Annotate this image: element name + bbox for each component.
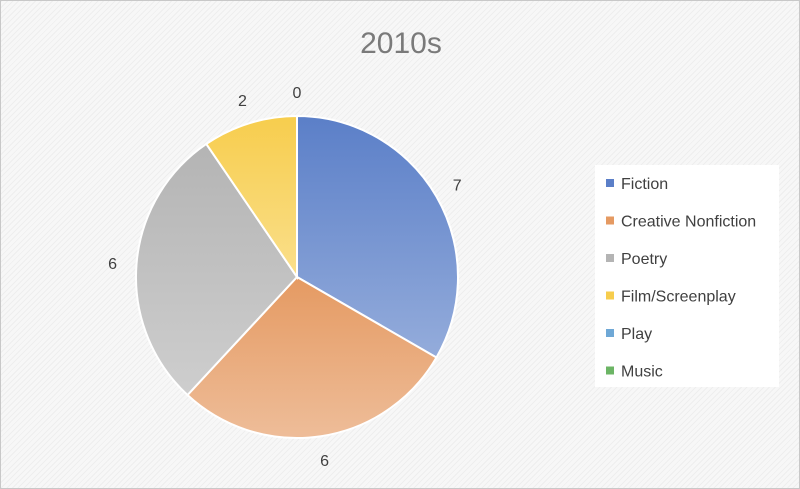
legend-label-play: Play xyxy=(621,326,652,343)
legend-label-film-screenplay: Film/Screenplay xyxy=(621,289,736,306)
legend-swatch-music xyxy=(606,366,614,375)
legend-label-poetry: Poetry xyxy=(621,251,667,268)
legend-box xyxy=(595,165,779,387)
pie-slice-creative-nonfiction xyxy=(186,275,438,439)
legend-swatch-poetry xyxy=(606,254,614,262)
chart-title: 2010s xyxy=(360,27,442,60)
legend: Fiction Creative Nonfiction Poetry Film/Scr… xyxy=(606,176,756,381)
legend-swatch-film-screenplay xyxy=(606,291,614,300)
pie-slice-fiction xyxy=(296,114,459,359)
legend-label-music: Music xyxy=(621,364,663,381)
pie-slice-poetry xyxy=(135,142,299,397)
pie-slices xyxy=(135,114,459,439)
data-label-poetry: 6 xyxy=(108,256,117,273)
legend-swatch-creative-nonfiction xyxy=(606,216,614,225)
legend-swatch-play xyxy=(606,329,614,337)
pie-slice-film-screenplay xyxy=(204,114,298,281)
data-label-fiction: 7 xyxy=(453,178,462,195)
legend-swatch-fiction xyxy=(606,179,614,187)
data-label-film-screenplay: 2 xyxy=(238,93,247,110)
legend-label-creative-nonfiction: Creative Nonfiction xyxy=(621,214,756,231)
data-labels: 7 6 6 2 0 xyxy=(108,85,462,470)
legend-label-fiction: Fiction xyxy=(621,176,668,193)
data-label-play: 0 xyxy=(293,85,302,102)
data-label-creative-nonfiction: 6 xyxy=(320,453,329,470)
